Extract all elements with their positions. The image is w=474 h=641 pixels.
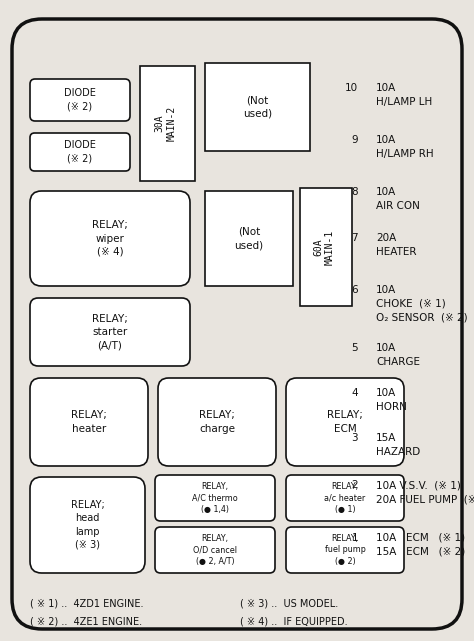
Text: 6: 6 bbox=[351, 285, 358, 295]
Text: 3: 3 bbox=[351, 433, 358, 443]
Text: 10: 10 bbox=[345, 83, 358, 93]
Text: O₂ SENSOR  (※ 2): O₂ SENSOR (※ 2) bbox=[376, 313, 468, 323]
Text: H/LAMP RH: H/LAMP RH bbox=[376, 149, 434, 159]
Text: (Not
used): (Not used) bbox=[243, 96, 272, 119]
Text: 10A V.S.V.  (※ 1): 10A V.S.V. (※ 1) bbox=[376, 480, 461, 490]
Bar bbox=[140, 66, 195, 181]
Text: 9: 9 bbox=[351, 135, 358, 145]
Text: MAIN-1: MAIN-1 bbox=[325, 229, 335, 265]
Text: MAIN-2: MAIN-2 bbox=[166, 106, 176, 141]
Text: 20A: 20A bbox=[376, 233, 396, 243]
FancyBboxPatch shape bbox=[286, 527, 404, 573]
Text: 10A: 10A bbox=[376, 343, 396, 353]
Text: RELAY;
heater: RELAY; heater bbox=[71, 410, 107, 433]
Text: RELAY,
A/C thermo
(● 1,4): RELAY, A/C thermo (● 1,4) bbox=[192, 481, 238, 514]
Text: DIODE
(※ 2): DIODE (※ 2) bbox=[64, 88, 96, 112]
Text: 10A   ECM   (※ 1): 10A ECM (※ 1) bbox=[376, 533, 465, 543]
FancyBboxPatch shape bbox=[30, 133, 130, 171]
FancyBboxPatch shape bbox=[30, 298, 190, 366]
Text: 15A: 15A bbox=[376, 433, 396, 443]
Text: ( ※ 2) ..  4ZE1 ENGINE.: ( ※ 2) .. 4ZE1 ENGINE. bbox=[30, 617, 142, 627]
Text: 4: 4 bbox=[351, 388, 358, 398]
FancyBboxPatch shape bbox=[155, 527, 275, 573]
Text: 20A FUEL PUMP  (※ 2): 20A FUEL PUMP (※ 2) bbox=[376, 494, 474, 504]
Text: RELAY,
a/c heater
(● 1): RELAY, a/c heater (● 1) bbox=[324, 481, 365, 514]
Text: 2: 2 bbox=[351, 480, 358, 490]
FancyBboxPatch shape bbox=[30, 191, 190, 286]
Text: (Not
used): (Not used) bbox=[235, 227, 264, 250]
Text: 10A: 10A bbox=[376, 285, 396, 295]
Text: HORN: HORN bbox=[376, 402, 407, 412]
FancyBboxPatch shape bbox=[30, 378, 148, 466]
Text: ( ※ 4) ..  IF EQUIPPED.: ( ※ 4) .. IF EQUIPPED. bbox=[240, 617, 347, 627]
Text: RELAY;
head
lamp
(※ 3): RELAY; head lamp (※ 3) bbox=[71, 500, 104, 550]
FancyBboxPatch shape bbox=[30, 79, 130, 121]
Text: 30A: 30A bbox=[155, 115, 164, 132]
Text: RELAY,
fuel pump
(● 2): RELAY, fuel pump (● 2) bbox=[325, 534, 365, 566]
Text: HEATER: HEATER bbox=[376, 247, 417, 257]
Text: H/LAMP LH: H/LAMP LH bbox=[376, 97, 432, 107]
Bar bbox=[300, 188, 352, 306]
Text: 8: 8 bbox=[351, 187, 358, 197]
FancyBboxPatch shape bbox=[30, 477, 145, 573]
Text: DIODE
(※ 2): DIODE (※ 2) bbox=[64, 140, 96, 163]
Text: CHARGE: CHARGE bbox=[376, 357, 420, 367]
Text: 15A   ECM   (※ 2): 15A ECM (※ 2) bbox=[376, 547, 465, 557]
Text: RELAY,
O/D cancel
(● 2, A/T): RELAY, O/D cancel (● 2, A/T) bbox=[193, 534, 237, 566]
Bar bbox=[205, 191, 293, 286]
Text: RELAY;
starter
(A/T): RELAY; starter (A/T) bbox=[92, 314, 128, 350]
Text: RELAY;
wiper
(※ 4): RELAY; wiper (※ 4) bbox=[92, 221, 128, 256]
Text: 10A: 10A bbox=[376, 83, 396, 93]
Text: 10A: 10A bbox=[376, 187, 396, 197]
Text: RELAY;
charge: RELAY; charge bbox=[199, 410, 235, 433]
Text: ( ※ 1) ..  4ZD1 ENGINE.: ( ※ 1) .. 4ZD1 ENGINE. bbox=[30, 599, 144, 609]
FancyBboxPatch shape bbox=[286, 475, 404, 521]
Text: 10A: 10A bbox=[376, 388, 396, 398]
Text: ( ※ 3) ..  US MODEL.: ( ※ 3) .. US MODEL. bbox=[240, 599, 338, 609]
Text: 10A: 10A bbox=[376, 135, 396, 145]
FancyBboxPatch shape bbox=[158, 378, 276, 466]
Bar bbox=[205, 63, 310, 151]
FancyBboxPatch shape bbox=[286, 378, 404, 466]
Text: 1: 1 bbox=[351, 533, 358, 543]
Text: CHOKE  (※ 1): CHOKE (※ 1) bbox=[376, 299, 446, 309]
Text: AIR CON: AIR CON bbox=[376, 201, 420, 211]
FancyBboxPatch shape bbox=[155, 475, 275, 521]
FancyBboxPatch shape bbox=[12, 19, 462, 629]
Text: 7: 7 bbox=[351, 233, 358, 243]
Text: 60A: 60A bbox=[313, 238, 323, 256]
Text: HAZARD: HAZARD bbox=[376, 447, 420, 457]
Text: RELAY;
ECM: RELAY; ECM bbox=[327, 410, 363, 433]
Text: 5: 5 bbox=[351, 343, 358, 353]
